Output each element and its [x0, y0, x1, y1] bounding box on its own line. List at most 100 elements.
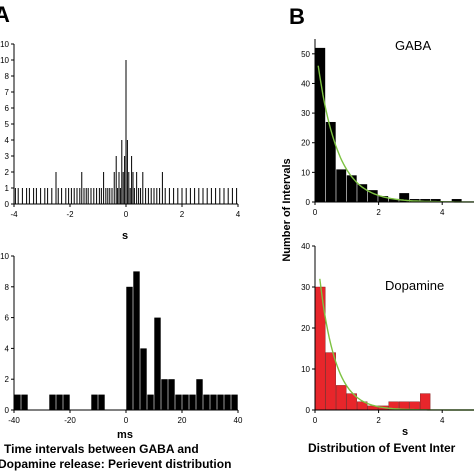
bar [224, 394, 231, 410]
bar [124, 156, 126, 204]
y-tick-label: 3 [5, 152, 10, 161]
bar [28, 188, 30, 204]
bar [33, 188, 35, 204]
y-tick-label: 4 [5, 136, 10, 145]
x-tick-label: 2 [376, 208, 381, 217]
bar [132, 172, 134, 204]
bar [61, 188, 63, 204]
bar [109, 188, 111, 204]
bar [194, 188, 196, 204]
bar [138, 188, 140, 204]
bar [70, 188, 72, 204]
gaba-title: GABA [395, 38, 431, 53]
bar [168, 379, 175, 410]
bar [219, 188, 221, 204]
x-tick-label: 4 [440, 208, 445, 217]
dopamine-title: Dopamine [385, 278, 444, 293]
y-tick-label: 50 [301, 50, 310, 59]
bar [181, 188, 183, 204]
bar [85, 188, 87, 204]
bar [125, 60, 127, 204]
bar [79, 188, 81, 204]
bar [325, 352, 336, 411]
bar [140, 348, 147, 410]
bar [210, 394, 217, 410]
bar [126, 140, 128, 204]
x-tick-label: -40 [8, 416, 20, 425]
bar [133, 188, 135, 204]
bar [156, 188, 158, 204]
y-tick-label: 40 [301, 242, 310, 251]
bar [76, 188, 78, 204]
y-tick-label: 6 [5, 314, 10, 323]
x-tick-label: 40 [234, 416, 243, 425]
bar [133, 271, 140, 410]
bar [168, 188, 170, 204]
xlabel-ms: ms [117, 429, 133, 441]
x-tick-label: 4 [440, 416, 445, 425]
bar [451, 199, 462, 202]
bar [231, 394, 238, 410]
bar [378, 196, 389, 202]
bar [113, 172, 115, 204]
bar [40, 188, 42, 204]
bar [47, 188, 49, 204]
bar [100, 188, 102, 204]
y-tick-label: 2 [5, 168, 10, 177]
caption-left-line1: Time intervals between GABA and [4, 442, 199, 456]
y-tick-label: 5 [5, 120, 10, 129]
y-tick-label: 8 [5, 283, 10, 292]
bar [83, 188, 85, 204]
bar [182, 394, 189, 410]
bar [142, 172, 144, 204]
bar [129, 188, 131, 204]
bar [231, 188, 233, 204]
y-tick-label: 10 [0, 56, 9, 65]
bar [430, 199, 441, 202]
bar [73, 188, 75, 204]
bar [217, 394, 224, 410]
bar [399, 193, 410, 202]
bar [26, 188, 28, 204]
y-tick-label: 4 [5, 344, 10, 353]
bar [90, 188, 92, 204]
bar [206, 188, 208, 204]
x-tick-label: 0 [313, 416, 318, 425]
bar [44, 188, 46, 204]
y-tick-label: 0 [5, 406, 10, 415]
bar [164, 188, 166, 204]
bar [21, 394, 28, 410]
bar [177, 188, 179, 204]
x-tick-label: 0 [313, 208, 318, 217]
bar [336, 169, 347, 202]
bar [136, 172, 138, 204]
bar [128, 172, 130, 204]
bar [103, 172, 105, 204]
bar [150, 188, 152, 204]
y-tick-label: 10 [0, 252, 9, 261]
bar [236, 188, 238, 204]
bar [159, 188, 161, 204]
bar [420, 393, 431, 411]
bar [91, 394, 98, 410]
bar [121, 140, 123, 204]
bar [35, 188, 37, 204]
bar [87, 188, 89, 204]
x-tick-label: -2 [66, 210, 74, 219]
bar [175, 394, 182, 410]
bar [357, 184, 368, 202]
bar [198, 188, 200, 204]
bar [98, 394, 105, 410]
bar [111, 188, 113, 204]
x-tick-label: 2 [376, 416, 381, 425]
caption-left-line2: Dopamine release: Perievent distribution [0, 457, 231, 471]
bar [153, 188, 155, 204]
bar [98, 188, 100, 204]
y-tick-label: 6 [5, 104, 10, 113]
bar [107, 188, 109, 204]
bar [119, 188, 121, 204]
bar [140, 188, 142, 204]
bar [63, 394, 70, 410]
bar [105, 188, 107, 204]
